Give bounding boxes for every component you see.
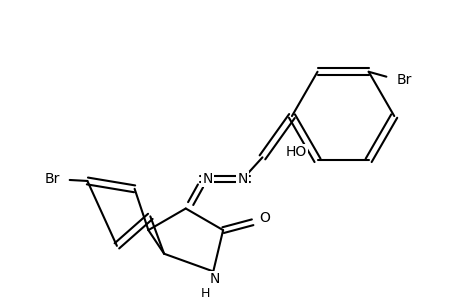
Text: H: H [200,286,210,300]
Text: Br: Br [45,172,60,186]
Text: N: N [210,272,220,286]
Text: N: N [202,172,212,186]
Text: O: O [258,211,269,225]
Text: Br: Br [395,73,411,87]
Text: HO: HO [285,146,306,160]
Text: N: N [237,172,247,186]
